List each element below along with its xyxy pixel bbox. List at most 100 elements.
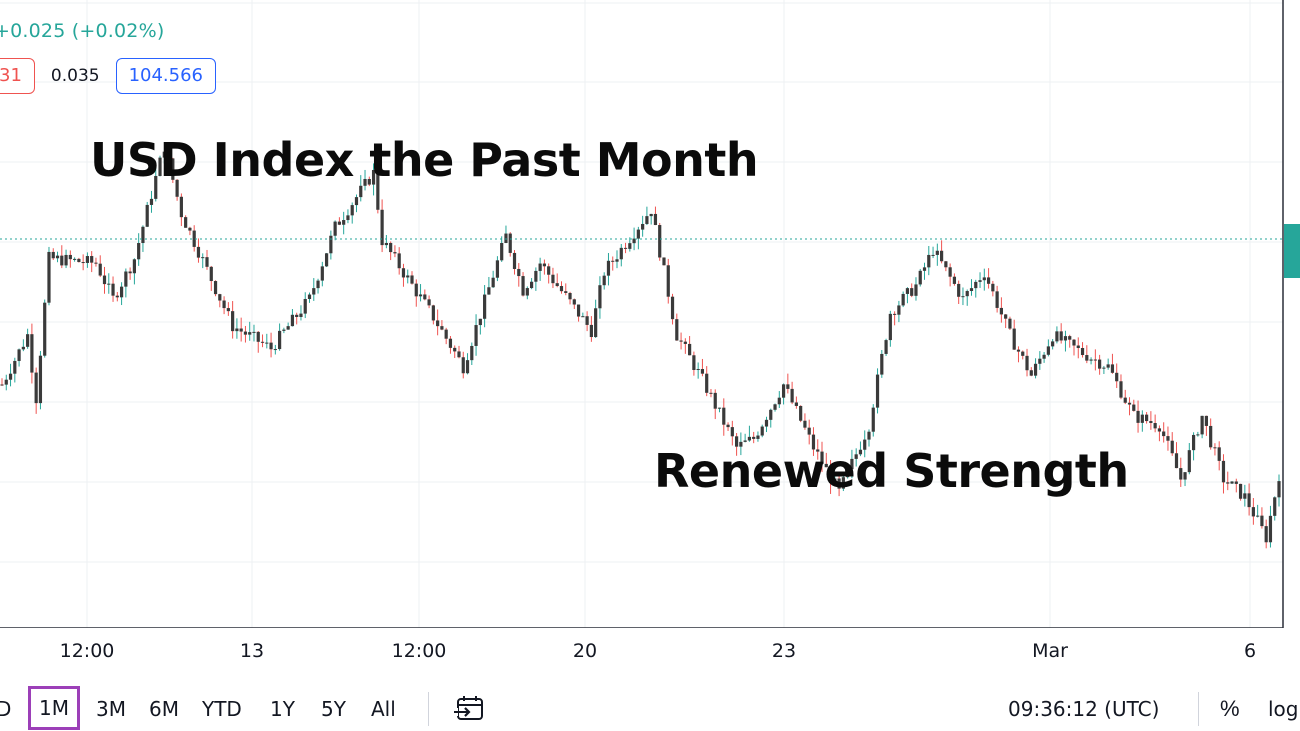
candle-body bbox=[393, 252, 397, 254]
candle-body bbox=[564, 291, 568, 293]
candle-body bbox=[282, 329, 286, 331]
candle-body bbox=[1136, 410, 1140, 423]
range-button-1y[interactable]: 1Y bbox=[270, 697, 295, 721]
candle-body bbox=[1183, 472, 1187, 480]
candle-body bbox=[213, 281, 218, 295]
candle-body bbox=[158, 157, 162, 176]
range-button-6m[interactable]: 6M bbox=[149, 697, 179, 721]
x-tick-label: 13 bbox=[239, 640, 265, 662]
candle-body bbox=[1098, 359, 1102, 369]
candle-body bbox=[1200, 415, 1204, 435]
candle-body bbox=[1008, 318, 1012, 329]
candle-body bbox=[1127, 402, 1132, 405]
candle-body bbox=[500, 242, 504, 261]
chart-area[interactable]: +0.025 (+0.02%) 31 0.035 104.566 USD Ind… bbox=[0, 0, 1300, 628]
candle-body bbox=[944, 261, 948, 268]
candle-body bbox=[98, 263, 102, 276]
candle-body bbox=[90, 256, 94, 263]
candle-body bbox=[73, 258, 77, 260]
candle-body bbox=[893, 313, 897, 315]
candle-body bbox=[1187, 450, 1191, 473]
candle-body bbox=[1029, 370, 1033, 376]
x-tick-label: 12:00 bbox=[391, 640, 447, 662]
clock-display[interactable]: 09:36:12 (UTC) bbox=[1008, 697, 1160, 721]
candle-body bbox=[1106, 364, 1110, 368]
candle-body bbox=[927, 254, 931, 268]
range-button-3m[interactable]: 3M bbox=[96, 697, 126, 721]
candle-body bbox=[986, 277, 991, 284]
candle-body bbox=[299, 313, 303, 317]
candle-body bbox=[406, 275, 410, 278]
candle-body bbox=[1149, 421, 1153, 424]
range-button-ytd[interactable]: YTD bbox=[202, 697, 242, 721]
range-button-all[interactable]: All bbox=[371, 697, 396, 721]
candle-body bbox=[1251, 507, 1255, 517]
percent-toggle[interactable]: % bbox=[1220, 696, 1240, 721]
candle-body bbox=[436, 320, 440, 327]
candle-body bbox=[107, 283, 111, 285]
candle-body bbox=[478, 318, 482, 326]
price-chart[interactable] bbox=[0, 0, 1300, 628]
candle-body bbox=[811, 434, 816, 450]
candle-body bbox=[534, 270, 538, 282]
candle-body bbox=[132, 259, 136, 274]
candle-body bbox=[760, 426, 764, 436]
log-toggle[interactable]: log bbox=[1268, 697, 1299, 721]
candle-body bbox=[551, 274, 555, 284]
candle-body bbox=[1264, 526, 1268, 543]
candle-body bbox=[884, 340, 888, 354]
candle-body bbox=[401, 268, 406, 278]
candle-body bbox=[747, 436, 752, 441]
candle-body bbox=[137, 243, 141, 260]
candle-body bbox=[1051, 341, 1055, 347]
candle-body bbox=[948, 267, 952, 277]
candle-body bbox=[807, 427, 811, 435]
candle-body bbox=[423, 294, 427, 300]
candle-body bbox=[1174, 453, 1179, 469]
range-button-5y[interactable]: 5Y bbox=[321, 697, 346, 721]
candle-body bbox=[833, 478, 837, 483]
candle-body bbox=[743, 440, 747, 442]
candle-body bbox=[1140, 414, 1144, 423]
candle-body bbox=[166, 151, 171, 159]
calendar-arrow-icon[interactable] bbox=[452, 694, 488, 724]
candle-body bbox=[483, 294, 487, 319]
candle-body bbox=[1004, 314, 1008, 319]
candle-body bbox=[858, 449, 863, 455]
candle-body bbox=[525, 288, 529, 296]
candle-body bbox=[512, 252, 517, 269]
candle-body bbox=[453, 347, 457, 352]
candle-body bbox=[184, 217, 188, 228]
legend-value-red: 31 bbox=[0, 58, 35, 94]
candle-body bbox=[13, 360, 17, 374]
candle-body bbox=[235, 328, 239, 332]
candle-body bbox=[1063, 336, 1068, 341]
candle-body bbox=[1093, 359, 1097, 361]
candle-body bbox=[572, 299, 576, 305]
candle-body bbox=[380, 209, 384, 246]
candle-body bbox=[431, 305, 435, 321]
candle-body bbox=[243, 331, 248, 335]
candle-body bbox=[1230, 481, 1234, 484]
candle-body bbox=[320, 266, 324, 281]
candle-body bbox=[730, 427, 734, 437]
candle-body bbox=[957, 283, 961, 297]
candle-body bbox=[1260, 515, 1264, 527]
candle-body bbox=[162, 151, 166, 158]
candle-body bbox=[252, 331, 256, 333]
candle-body bbox=[781, 384, 786, 398]
candle-body bbox=[34, 372, 38, 404]
candle-body bbox=[1042, 354, 1046, 359]
candle-body bbox=[517, 268, 521, 277]
last-price-marker bbox=[1284, 224, 1300, 278]
candle-body bbox=[935, 250, 939, 255]
candle-body bbox=[141, 226, 145, 244]
range-button-d[interactable]: D bbox=[0, 697, 12, 721]
candle-body bbox=[30, 334, 34, 373]
candle-body bbox=[231, 311, 235, 332]
candle-body bbox=[363, 178, 367, 186]
candle-body bbox=[679, 340, 683, 342]
candle-body bbox=[611, 260, 615, 262]
candle-body bbox=[559, 286, 564, 292]
range-button-1m[interactable]: 1M bbox=[28, 686, 80, 730]
